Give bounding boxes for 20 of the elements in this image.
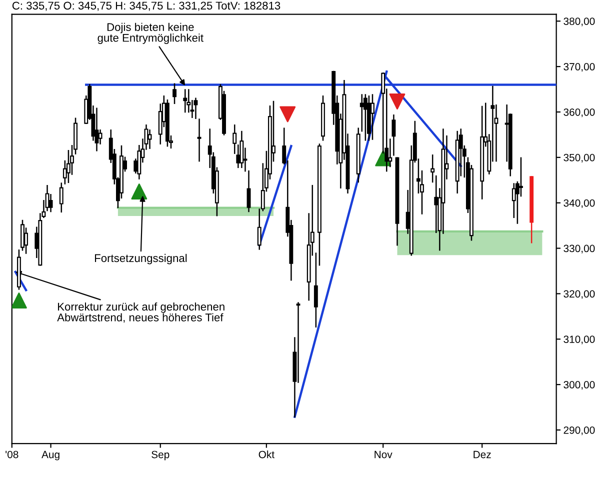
- y-tick-label: 300,00: [564, 381, 595, 390]
- annotation: Fortsetzungssignal: [95, 254, 187, 264]
- x-tick-label: Dez: [474, 450, 491, 458]
- x-tick-label: Aug: [42, 450, 60, 460]
- y-tick-label: 370,00: [564, 63, 595, 72]
- y-tick-label: 320,00: [564, 290, 595, 299]
- y-tick-label: 380,00: [564, 18, 595, 26]
- y-tick-label: 310,00: [564, 336, 595, 344]
- y-tick-label: 360,00: [564, 108, 595, 118]
- y-tick-label: 350,00: [564, 154, 595, 163]
- x-tick-label: Sep: [152, 450, 170, 460]
- y-tick-label: 290,00: [564, 426, 595, 436]
- annotation: Korrektur zurück auf gebrochenen Abwärtstrend, neues höheres Tief: [57, 302, 224, 323]
- annotation: Dojis bieten keine gute Entrymöglichkeit: [98, 22, 204, 44]
- y-tick-label: 330,00: [564, 244, 595, 254]
- chart-title: C: 335,75 O: 345,75 H: 345,75 L: 331,25 TotV: 182813: [12, 2, 280, 11]
- y-tick-label: 340,00: [564, 199, 595, 208]
- x-tick-label: Nov: [374, 450, 392, 458]
- x-tick-label: '08: [6, 450, 18, 458]
- x-tick-label: Okt: [258, 450, 274, 458]
